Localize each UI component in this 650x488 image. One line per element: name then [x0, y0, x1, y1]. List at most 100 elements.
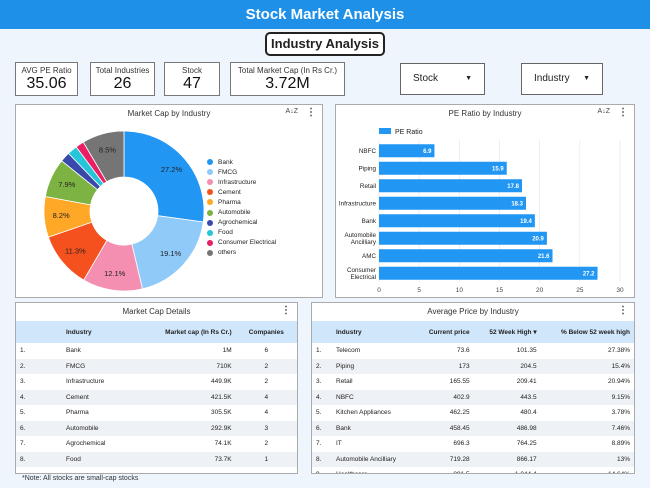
column-header[interactable]: Companies	[235, 321, 297, 343]
x-tick-label: 25	[576, 287, 584, 294]
table-row[interactable]: 6. Automobile 292.9K 3	[16, 420, 297, 436]
kpi-total-market-cap: Total Market Cap (In Rs Cr.) 3.72M	[230, 62, 345, 96]
more-vertical-icon[interactable]: ⋮	[306, 107, 316, 118]
table-cell: NBFC	[332, 389, 415, 405]
kpi-value: 3.72M	[265, 75, 310, 92]
kpi-label: Total Market Cap (In Rs Cr.)	[237, 66, 338, 75]
column-header[interactable]: Industry	[62, 321, 130, 343]
legend-item[interactable]: Automobile	[207, 207, 276, 217]
legend-item[interactable]: Infrastructure	[207, 177, 276, 187]
more-vertical-icon[interactable]: ⋮	[281, 305, 291, 316]
table-cell: 4.	[312, 389, 332, 405]
table-row[interactable]: 4. Cement 421.5K 4	[16, 389, 297, 405]
more-vertical-icon[interactable]: ⋮	[618, 107, 628, 118]
slice-label: 27.2%	[161, 165, 183, 174]
table-row[interactable]: 7. IT 696.3 764.25 8.89%	[312, 436, 634, 452]
column-header[interactable]: Market cap (In Rs Cr.)	[129, 321, 236, 343]
bar[interactable]	[379, 196, 527, 210]
sort-az-icon[interactable]: A↓Z	[285, 108, 298, 115]
table-cell: 458.45	[414, 420, 474, 436]
table-cell: 402.9	[414, 389, 474, 405]
table-cell: IT	[336, 440, 342, 448]
table-row[interactable]: 5. Pharma 305.5K 4	[16, 405, 297, 421]
table-cell: Automobile Ancilliary	[332, 451, 415, 467]
legend-item[interactable]: Pharma	[207, 197, 276, 207]
legend-item[interactable]: others	[207, 248, 276, 258]
column-header[interactable]: % Below 52 week high	[540, 321, 634, 343]
slice-label: 8.5%	[99, 146, 116, 155]
table-cell: 2.	[16, 358, 62, 374]
pie-slice[interactable]	[123, 130, 205, 223]
table-cell: 292.9K	[129, 420, 236, 436]
bar[interactable]	[379, 179, 522, 193]
table-cell: 443.5	[473, 389, 541, 405]
table-row[interactable]: 1. Telecom 73.6 101.35 27.38%	[312, 343, 634, 359]
table-cell: Bank	[66, 347, 81, 355]
table-cell: Agrochemical	[66, 440, 106, 448]
legend-label: Agrochemical	[218, 219, 258, 227]
table-cell: 14.64%	[541, 467, 634, 473]
bar[interactable]	[379, 214, 535, 228]
price-table-title: Average Price by Industry	[427, 307, 519, 316]
table-cell: 3.78%	[611, 409, 630, 417]
legend-label: Food	[218, 229, 233, 237]
table-cell: 7.	[20, 440, 26, 448]
table-cell: 3	[235, 420, 297, 436]
more-vertical-icon[interactable]: ⋮	[618, 305, 628, 316]
cap-table-title: Market Cap Details	[122, 307, 191, 316]
bar[interactable]	[379, 249, 553, 263]
table-cell: 5.	[316, 409, 322, 417]
pie-slice[interactable]	[82, 130, 125, 183]
column-header[interactable]: 52 Week High ▾	[473, 321, 541, 343]
table-row[interactable]: 3. Infrastructure 449.9K 2	[16, 374, 297, 390]
table-row[interactable]: 9.Healthcare891.51,044.414.64%	[312, 467, 634, 473]
average-price-table: Industry Current price 52 Week High ▾ % …	[312, 321, 634, 473]
table-row[interactable]: 2. Piping 173 204.5 15.4%	[312, 358, 634, 374]
bar[interactable]	[379, 161, 507, 175]
table-row[interactable]: 6. Bank 458.45 486.98 7.46%	[312, 420, 634, 436]
table-row[interactable]: 8. Automobile Ancilliary 719.28 866.17 13%	[312, 451, 634, 467]
legend-swatch	[207, 219, 213, 226]
table-cell: 480.4	[520, 409, 537, 417]
legend-item[interactable]: Cement	[207, 187, 276, 197]
legend-item[interactable]: Consumer Electrical	[207, 238, 276, 248]
bar-value-label: 20.9	[532, 237, 544, 243]
table-cell: 173	[414, 358, 474, 374]
legend-swatch	[207, 229, 213, 236]
table-cell: Telecom	[336, 347, 361, 355]
kpi-value: 47	[183, 75, 201, 92]
bar[interactable]	[379, 266, 598, 280]
table-cell: 73.6	[456, 347, 470, 355]
column-header[interactable]: Current price	[414, 321, 474, 343]
table-row[interactable]: 7. Agrochemical 74.1K 2	[16, 436, 297, 452]
industry-dropdown[interactable]: Industry ▼	[521, 63, 603, 95]
table-cell: 4	[264, 409, 269, 417]
bar[interactable]	[379, 144, 435, 158]
bar[interactable]	[379, 231, 547, 245]
legend-item[interactable]: Food	[207, 228, 276, 238]
table-cell: Food	[62, 451, 130, 467]
table-cell: 1.	[20, 347, 26, 355]
sort-az-icon[interactable]: A↓Z	[597, 108, 610, 115]
legend-item[interactable]: Agrochemical	[207, 218, 276, 228]
legend-swatch	[207, 249, 213, 256]
table-row[interactable]: 1. Bank 1M 6	[16, 343, 297, 359]
legend-label: Consumer Electrical	[218, 239, 277, 247]
legend-swatch	[207, 179, 213, 186]
legend-item[interactable]: Bank	[207, 157, 276, 167]
legend-item[interactable]: FMCG	[207, 167, 276, 177]
table-row[interactable]: 3. Retail 165.55 209.41 20.94%	[312, 374, 634, 390]
table-cell: 9.	[312, 467, 332, 473]
table-row[interactable]: 5. Kitchen Appliances 462.25 480.4 3.78%	[312, 405, 634, 421]
y-tick-label: Piping	[358, 166, 376, 173]
table-cell: Piping	[332, 358, 415, 374]
legend-label: others	[218, 249, 237, 257]
column-header[interactable]: Industry	[332, 321, 415, 343]
y-tick-label: AMC	[362, 253, 376, 260]
table-row[interactable]: 8. Food 73.7K 1	[16, 451, 297, 467]
table-row[interactable]: 2. FMCG 710K 2	[16, 358, 297, 374]
table-row[interactable]: 4. NBFC 402.9 443.5 9.15%	[312, 389, 634, 405]
stock-dropdown[interactable]: Stock ▼	[400, 63, 485, 95]
footnote: *Note: All stocks are small-cap stocks	[22, 475, 139, 482]
x-tick-label: 15	[496, 287, 504, 294]
